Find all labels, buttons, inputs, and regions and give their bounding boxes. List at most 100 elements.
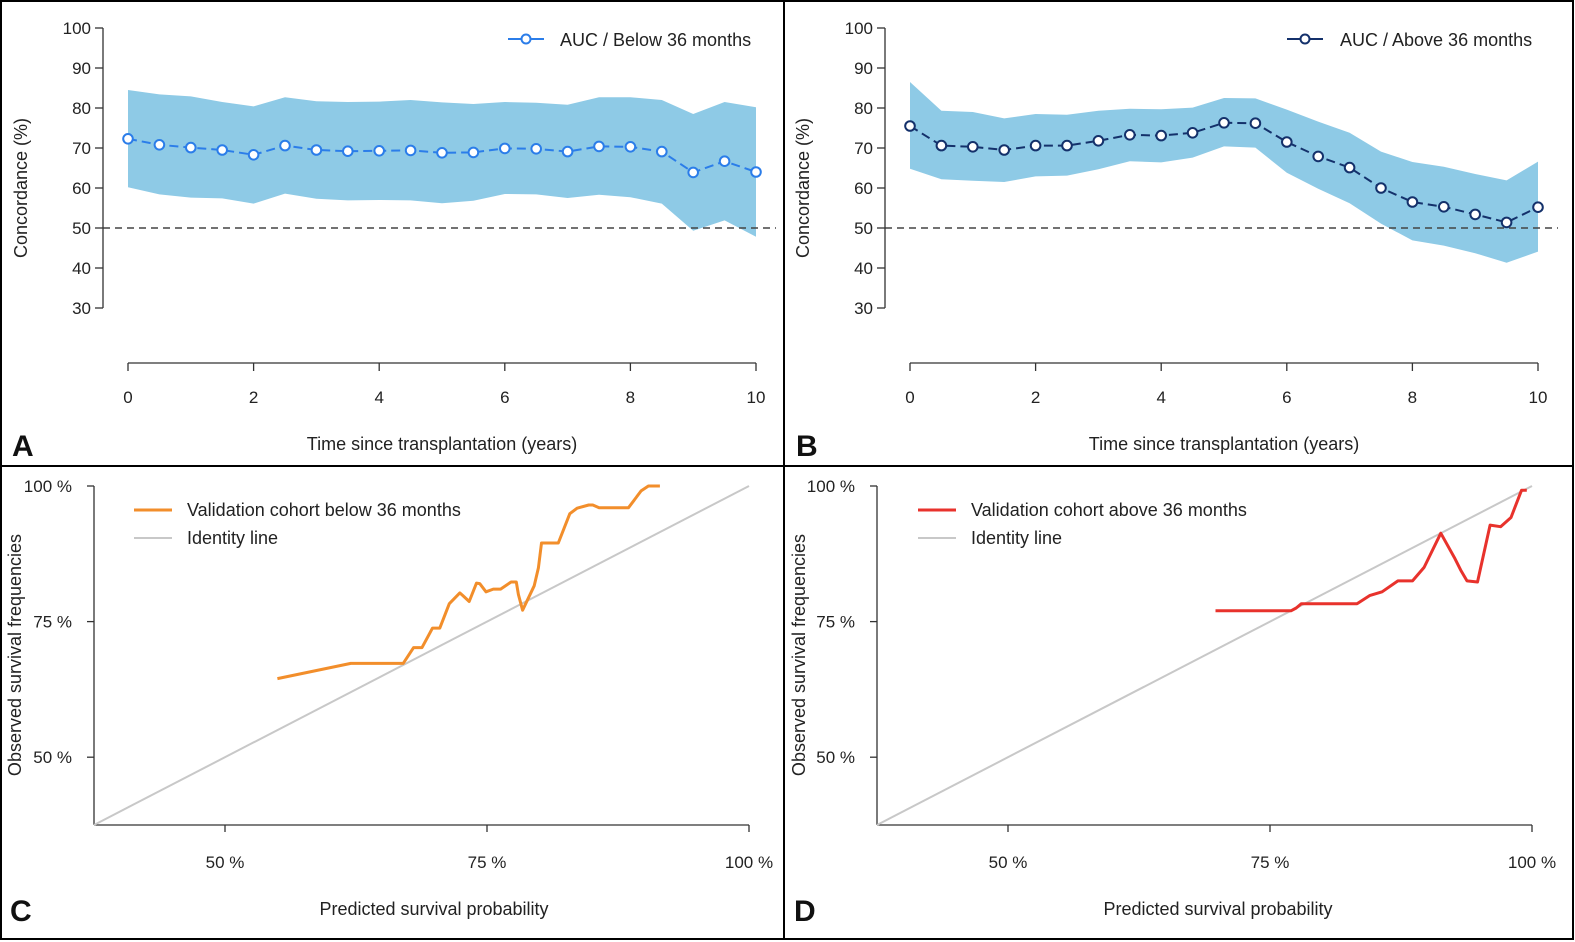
auc-point	[342, 145, 354, 157]
y-tick-label: 40	[72, 259, 91, 278]
y-tick-label: 50	[72, 219, 91, 238]
auc-point	[624, 141, 637, 153]
legend: Validation cohort below 36 months Identi…	[134, 500, 461, 548]
x-axis-label: Predicted survival probability	[1103, 899, 1332, 919]
x-tick-label: 4	[374, 388, 383, 407]
y-tick-label: 70	[854, 139, 873, 158]
auc-point	[656, 145, 668, 158]
calibration-line	[277, 484, 660, 681]
auc-point	[1186, 127, 1199, 139]
identity-line	[876, 485, 1533, 826]
y-axis-label: Observed survival frequencies	[5, 534, 25, 776]
panel-letter-a: A	[12, 430, 34, 463]
panel-d: 50 % 75 % 100 % 50 % 75 % 100 % Validation c…	[789, 477, 1556, 919]
y-axis-label: Observed survival frequencies	[789, 534, 809, 776]
legend-label: AUC / Above 36 months	[1340, 30, 1532, 50]
auc-point	[1343, 161, 1356, 174]
auc-point	[436, 147, 448, 159]
y-tick-label: 30	[72, 299, 91, 318]
auc-point	[750, 166, 762, 178]
auc-point	[185, 141, 197, 154]
legend-label-identity: Identity line	[971, 528, 1062, 548]
y-tick-label: 80	[854, 99, 873, 118]
auc-point	[1249, 117, 1262, 129]
panel-b: 30 40 50 60 70 80 90 100 0 2 4 6 8 10 AUC / Above 36…	[793, 19, 1558, 454]
auc-point	[687, 166, 700, 179]
auc-point	[530, 143, 543, 155]
y-axis: 30 40 50 60 70 80 90 100	[63, 19, 104, 318]
y-tick-label: 100 %	[807, 477, 855, 496]
y-tick-label: 90	[854, 59, 873, 78]
y-axis-label: Concordance (%)	[11, 118, 31, 258]
panel-c: 50 % 75 % 100 % 50 % 75 % 100 % Validation c…	[5, 477, 773, 919]
x-tick-label: 6	[1282, 388, 1291, 407]
y-tick-label: 50 %	[33, 748, 72, 767]
auc-points	[122, 133, 762, 179]
y-axis: 50 % 75 % 100 %	[24, 477, 95, 825]
auc-point	[718, 155, 731, 167]
auc-point	[561, 145, 574, 158]
ci-band	[910, 82, 1538, 263]
auc-point	[1281, 136, 1293, 148]
y-tick-label: 50	[854, 219, 873, 238]
y-tick-label: 90	[72, 59, 91, 78]
x-axis: 0 2 4 6 8 10	[905, 362, 1548, 407]
auc-point	[1218, 117, 1230, 129]
auc-point	[467, 146, 480, 159]
legend: AUC / Above 36 months	[1287, 30, 1532, 50]
y-tick-label: 50 %	[816, 748, 855, 767]
panel-letter-b: B	[796, 430, 818, 463]
y-tick-label: 100	[845, 19, 873, 38]
auc-point	[247, 149, 260, 161]
calibration-line	[1215, 488, 1527, 613]
x-axis-label: Predicted survival probability	[319, 899, 548, 919]
auc-point	[373, 145, 386, 157]
auc-point	[1438, 201, 1450, 213]
y-tick-label: 70	[72, 139, 91, 158]
auc-point	[1155, 129, 1167, 142]
auc-point	[1375, 182, 1387, 194]
auc-points	[904, 117, 1544, 229]
auc-point	[1061, 139, 1073, 152]
auc-point	[310, 144, 323, 156]
y-tick-label: 100 %	[24, 477, 72, 496]
x-tick-label: 50 %	[989, 853, 1028, 872]
x-tick-label: 75 %	[1251, 853, 1290, 872]
y-axis: 50 % 75 % 100 %	[807, 477, 878, 825]
panel-letter-c: C	[10, 895, 32, 928]
ci-band	[128, 90, 756, 237]
legend-label-identity: Identity line	[187, 528, 278, 548]
auc-point	[1124, 129, 1136, 141]
legend-label-calibration: Validation cohort below 36 months	[187, 500, 461, 520]
x-axis: 50 % 75 % 100 %	[94, 824, 773, 872]
x-axis-label: Time since transplantation (years)	[1089, 434, 1359, 454]
x-tick-label: 10	[747, 388, 766, 407]
auc-point	[1532, 201, 1544, 213]
x-tick-label: 75 %	[468, 853, 507, 872]
auc-point	[1312, 150, 1324, 163]
x-tick-label: 10	[1529, 388, 1548, 407]
x-tick-label: 0	[123, 388, 132, 407]
auc-point	[1029, 139, 1042, 152]
x-tick-label: 8	[626, 388, 635, 407]
y-tick-label: 80	[72, 99, 91, 118]
x-axis: 0 2 4 6 8 10	[123, 362, 766, 407]
y-tick-label: 60	[72, 179, 91, 198]
y-axis-label: Concordance (%)	[793, 118, 813, 258]
y-tick-label: 60	[854, 179, 873, 198]
legend-swatch-marker	[1299, 33, 1311, 45]
auc-point	[967, 141, 979, 153]
auc-point	[935, 139, 948, 152]
auc-point	[1500, 216, 1513, 229]
auc-point	[904, 120, 916, 132]
auc-point	[216, 144, 228, 156]
auc-point	[153, 139, 166, 151]
auc-point	[279, 139, 291, 152]
x-tick-label: 100 %	[1508, 853, 1556, 872]
y-tick-label: 75 %	[33, 613, 72, 632]
x-tick-label: 2	[1031, 388, 1040, 407]
identity-line	[93, 485, 750, 826]
x-axis-label: Time since transplantation (years)	[307, 434, 577, 454]
